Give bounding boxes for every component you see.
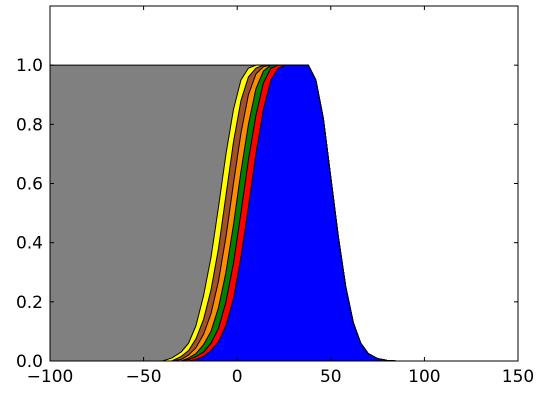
y-tick-label: 0.4 <box>16 234 43 254</box>
y-tick-label: 0.2 <box>16 293 43 313</box>
x-tick-label: 50 <box>320 367 342 387</box>
x-axis-tick-labels: −100 −50 0 50 100 150 <box>27 367 535 387</box>
area-series-7 <box>49 64 519 362</box>
y-tick-label: 0.8 <box>16 115 43 135</box>
x-tick-label: −50 <box>126 367 162 387</box>
y-tick-label: 1.0 <box>16 56 43 76</box>
y-tick-label: 0.0 <box>16 352 43 372</box>
y-axis-tick-labels: 0.0 0.2 0.4 0.6 0.8 1.0 <box>16 56 43 372</box>
axes-frame <box>49 5 519 362</box>
x-tick-label: −100 <box>27 367 74 387</box>
x-tick-label: 100 <box>408 367 440 387</box>
y-tick-label: 0.6 <box>16 175 43 195</box>
x-tick-label: 0 <box>232 367 243 387</box>
plot-area <box>49 6 519 362</box>
x-tick-label: 150 <box>502 367 534 387</box>
